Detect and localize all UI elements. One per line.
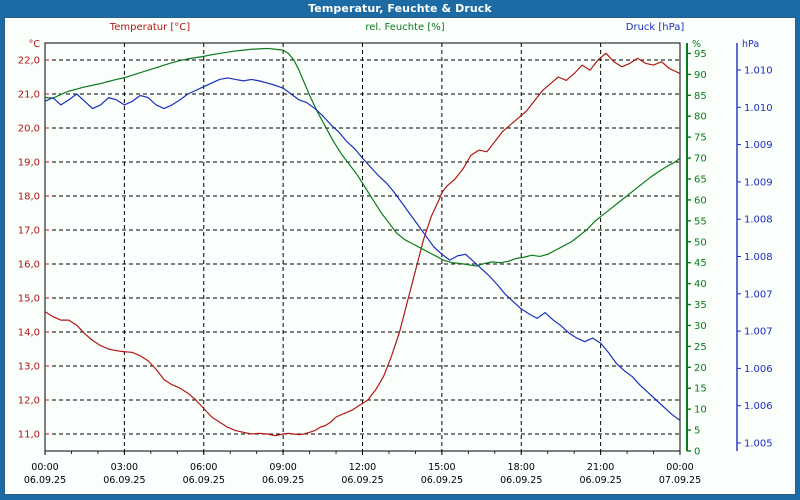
pressure-tick-label: 1.007 [744,289,773,300]
x-tick-time: 03:00 [111,462,138,473]
humidity-tick-label: 25 [694,342,707,353]
series-line-1 [44,47,681,267]
pressure-tick-label: 1.006 [744,364,773,375]
temperature-tick-label: 11,0 [18,430,40,441]
pressure-tick-label: 1.007 [744,327,773,338]
temperature-tick-label: 14,0 [18,328,40,339]
chart-svg: 22,0 21,0 20,0 19,0 18,0 17,0 16,0 15,0 14,0 13,0… [18,22,773,486]
x-tick-time: 15:00 [428,462,455,473]
temperature-tick-label: 18,0 [18,192,40,203]
x-tick-date: 06.09.25 [579,475,621,486]
temperature-tick-label: 22,0 [18,56,40,67]
x-tick-date: 06.09.25 [24,475,66,486]
humidity-tick-label: 30 [694,321,707,332]
window-titlebar: Temperatur, Feuchte & Druck [0,0,800,17]
humidity-tick-label: 0 [694,447,700,458]
legend-item-0: Temperatur [°C] [109,22,190,33]
x-tick-time: 18:00 [508,462,535,473]
temperature-tick-label: 17,0 [18,226,40,237]
pressure-tick-label: 1.006 [744,401,773,412]
humidity-tick-label: 40 [694,279,707,290]
chart-canvas: 22,0 21,0 20,0 19,0 18,0 17,0 16,0 15,0 14,0 13,0… [4,17,796,495]
humidity-tick-label: 50 [694,237,707,248]
temperature-tick-label: 16,0 [18,260,40,271]
x-tick-date: 06.09.25 [500,475,542,486]
temperature-tick-label: 20,0 [18,124,40,135]
x-tick-time: 09:00 [269,462,296,473]
humidity-tick-label: 55 [694,216,707,227]
x-tick-date: 06.09.25 [341,475,383,486]
pressure-axis-unit: hPa [742,39,759,50]
x-tick-date: 06.09.25 [183,475,225,486]
temperature-tick-label: 13,0 [18,362,40,373]
x-tick-date: 07.09.25 [659,475,701,486]
series-line-0 [44,52,681,437]
x-tick-time: 00:00 [666,462,693,473]
humidity-tick-label: 90 [694,70,707,81]
humidity-tick-label: 75 [694,133,707,144]
x-tick-time: 06:00 [190,462,217,473]
humidity-axis-unit: % [692,39,701,50]
humidity-tick-label: 5 [694,426,700,437]
humidity-tick-label: 35 [694,300,707,311]
temperature-tick-label: 19,0 [18,158,40,169]
window-title: Temperatur, Feuchte & Druck [308,2,492,15]
x-tick-time: 12:00 [349,462,376,473]
humidity-tick-label: 60 [694,195,707,206]
x-tick-time: 00:00 [31,462,58,473]
pressure-tick-label: 1.008 [744,215,773,226]
humidity-tick-label: 95 [694,49,707,60]
pressure-tick-label: 1.009 [744,140,773,151]
x-tick-date: 06.09.25 [103,475,145,486]
humidity-tick-label: 45 [694,258,707,269]
x-tick-date: 06.09.25 [421,475,463,486]
humidity-tick-label: 20 [694,363,707,374]
humidity-tick-label: 70 [694,154,707,165]
x-tick-time: 21:00 [587,462,614,473]
pressure-tick-label: 1.010 [744,66,773,77]
humidity-tick-label: 85 [694,91,707,102]
temperature-tick-label: 21,0 [18,90,40,101]
legend-item-2: Druck [hPa] [626,22,685,33]
pressure-tick-label: 1.009 [744,177,773,188]
legend-item-1: rel. Feuchte [%] [365,22,444,33]
pressure-tick-label: 1.005 [744,439,773,450]
pressure-tick-label: 1.008 [744,252,773,263]
humidity-tick-label: 65 [694,175,707,186]
temperature-tick-label: 15,0 [18,294,40,305]
humidity-tick-label: 10 [694,405,707,416]
humidity-tick-label: 80 [694,112,707,123]
humidity-tick-label: 15 [694,384,707,395]
temperature-tick-label: 12,0 [18,396,40,407]
temperature-axis-unit: °C [29,39,41,50]
x-tick-date: 06.09.25 [262,475,304,486]
series-line-2 [44,77,681,421]
pressure-tick-label: 1.010 [744,103,773,114]
